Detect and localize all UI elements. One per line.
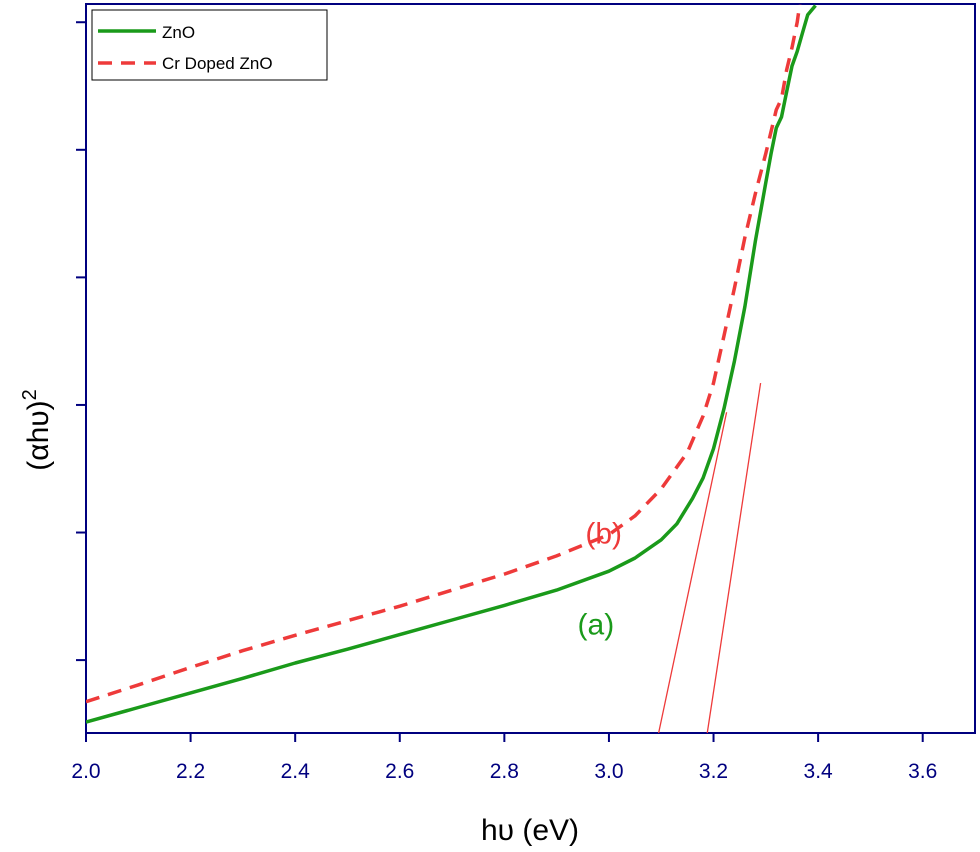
x-tick-label-2: 2.4	[281, 760, 311, 783]
y-axis-title: (αhυ)2	[19, 389, 55, 471]
series-zno-line	[86, 4, 817, 724]
tangent-line-0	[657, 412, 728, 733]
x-tick-label-5: 3.0	[594, 760, 623, 783]
curve-annotation-a: (a)	[578, 609, 615, 642]
legend-label-zno: ZnO	[162, 23, 195, 42]
y-axis-ticks	[76, 21, 86, 662]
x-tick-label-6: 3.2	[699, 760, 728, 783]
series-layer	[86, 4, 817, 733]
legend-box	[91, 9, 328, 81]
tangent-line-1	[706, 382, 762, 733]
x-tick-label-8: 3.6	[908, 760, 937, 783]
legend-label-cr-doped-zno: Cr Doped ZnO	[162, 54, 273, 73]
x-tick-label-3: 2.6	[385, 760, 414, 783]
series-cr-doped-zno-line	[86, 4, 802, 704]
plot-frame	[85, 3, 976, 734]
x-tick-label-0: 2.0	[71, 760, 100, 783]
curve-annotation-b: (b)	[585, 517, 622, 550]
plot-area	[86, 4, 817, 733]
x-axis-ticks: 2.0 2.2 2.4 2.6 2.8 3.0 3.2 3.4 3.6	[71, 733, 937, 783]
y-axis-title-superscript: 2	[19, 389, 41, 400]
legend: ZnO Cr Doped ZnO	[91, 9, 328, 81]
annotation-layer: (a) (b)	[578, 517, 623, 641]
x-tick-label-1: 2.2	[176, 760, 205, 783]
x-tick-label-7: 3.4	[804, 760, 834, 783]
y-axis-title-base: (αhυ)	[22, 400, 55, 470]
x-tick-label-4: 2.8	[490, 760, 519, 783]
x-axis-title: hυ (eV)	[481, 814, 579, 847]
